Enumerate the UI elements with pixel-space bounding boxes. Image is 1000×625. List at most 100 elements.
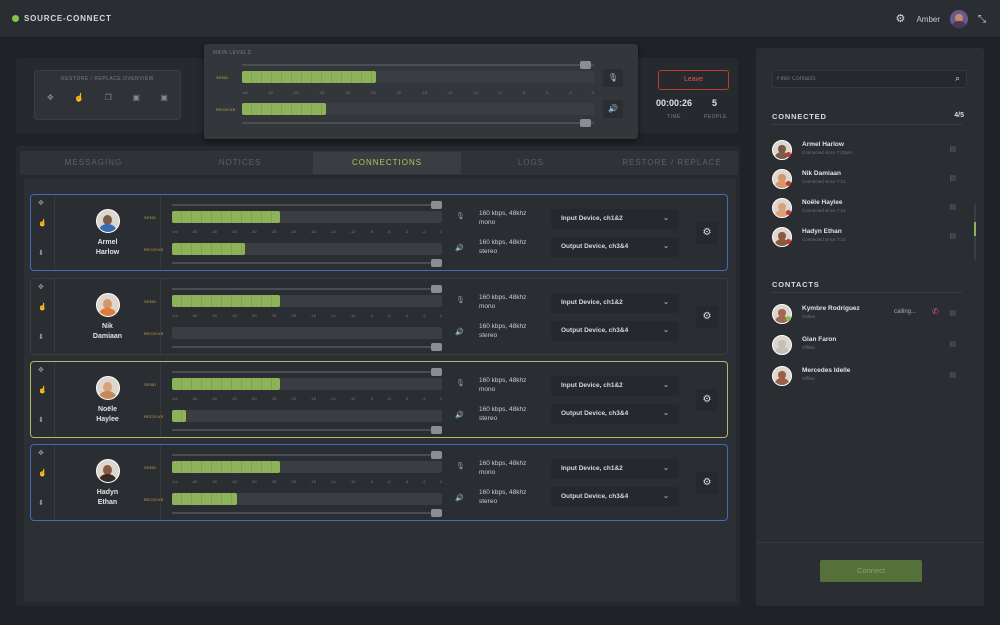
tick-label: -2 (422, 313, 426, 318)
speaker-icon[interactable]: 🔊 (455, 329, 464, 336)
restore-hand-icon[interactable]: ☝ (74, 93, 85, 102)
output-device-select[interactable]: Output Device, ch3&4 ⌄ (551, 404, 679, 424)
leave-button[interactable]: Leave (658, 70, 729, 90)
restore-upload-icon[interactable]: ▣ (132, 93, 140, 102)
chevron-down-icon[interactable]: ⌄ (663, 243, 669, 250)
chevron-down-icon[interactable]: ⌄ (663, 327, 669, 334)
document-icon[interactable]: ▤ (949, 204, 956, 211)
document-icon[interactable]: ▤ (949, 233, 956, 240)
speaker-icon[interactable]: 🔊 (455, 412, 464, 419)
document-icon[interactable]: ▤ (949, 341, 956, 348)
mic-icon[interactable]: 🎙 (603, 69, 623, 87)
tab-connections[interactable]: CONNECTIONS (313, 152, 461, 174)
sparkle-icon[interactable]: ✥ (38, 450, 44, 457)
download-icon[interactable]: ⬇ (38, 500, 44, 507)
contact[interactable]: Mercedes Idelle Offline ▤ (772, 364, 962, 388)
speaker-icon[interactable]: 🔊 (455, 495, 464, 502)
connected-contact[interactable]: Nik Damiaan Connected since 7:21 ▤ (772, 167, 962, 191)
sparkle-icon[interactable]: ✥ (38, 367, 44, 374)
receive-gain-slider[interactable] (172, 509, 442, 517)
receive-gain-slider[interactable] (242, 119, 594, 127)
avatar-body (775, 152, 789, 159)
receive-gain-slider[interactable] (172, 259, 442, 267)
connect-button[interactable]: Connect (820, 560, 922, 582)
row-settings-gear-icon[interactable]: ⚙ (696, 222, 718, 244)
chevron-down-icon[interactable]: ⌄ (663, 410, 669, 417)
slider-knob[interactable] (431, 426, 442, 434)
mic-icon[interactable]: 🎙 (456, 297, 465, 304)
document-icon[interactable]: ▤ (949, 372, 956, 379)
search-icon[interactable]: ⌕ (954, 73, 960, 83)
send-gain-slider[interactable] (172, 285, 442, 293)
download-icon[interactable]: ⬇ (38, 250, 44, 257)
mic-icon[interactable]: 🎙 (456, 380, 465, 387)
chevron-down-icon[interactable]: ⌄ (663, 299, 669, 306)
hand-icon[interactable]: ☝ (38, 220, 47, 227)
tick-label: -14 (329, 396, 336, 401)
send-gain-slider[interactable] (172, 451, 442, 459)
phone-icon[interactable]: ✆ (932, 307, 939, 316)
slider-knob[interactable] (431, 451, 442, 459)
restore-overview[interactable]: RESTORE / REPLACE OVERVIEW ✥ ☝ ❐ ▣ ▣ (34, 70, 181, 120)
chevron-down-icon[interactable]: ⌄ (663, 465, 669, 472)
document-icon[interactable]: ▤ (949, 175, 956, 182)
slider-knob[interactable] (431, 509, 442, 517)
hand-icon[interactable]: ☝ (38, 387, 47, 394)
slider-knob[interactable] (431, 343, 442, 351)
slider-knob[interactable] (431, 368, 442, 376)
restore-copy-icon[interactable]: ❐ (104, 93, 112, 102)
connected-contact[interactable]: Noële Haylee Connected since 7:21 ▤ (772, 196, 962, 220)
input-device-select[interactable]: Input Device, ch1&2 ⌄ (551, 293, 679, 313)
connected-contact[interactable]: Hadyn Ethan Connected since 7:21 ▤ (772, 225, 962, 249)
download-icon[interactable]: ⬇ (38, 334, 44, 341)
output-device-value: Output Device, ch3&4 (561, 327, 629, 334)
document-icon[interactable]: ▤ (949, 310, 956, 317)
hand-icon[interactable]: ☝ (38, 304, 47, 311)
send-gain-slider[interactable] (172, 368, 442, 376)
output-device-select[interactable]: Output Device, ch3&4 ⌄ (551, 321, 679, 341)
input-device-select[interactable]: Input Device, ch1&2 ⌄ (551, 209, 679, 229)
scrollbar-thumb[interactable] (974, 222, 976, 236)
restore-sparkle-icon[interactable]: ✥ (47, 93, 54, 102)
speaker-icon[interactable]: 🔊 (603, 100, 623, 118)
output-device-select[interactable]: Output Device, ch3&4 ⌄ (551, 487, 679, 507)
chevron-down-icon[interactable]: ⌄ (663, 493, 669, 500)
connected-contact[interactable]: Armel Harlow Connected since 7:20pm ▤ (772, 138, 962, 162)
restore-download-icon[interactable]: ▣ (160, 93, 168, 102)
tab-notices[interactable]: NOTICES (218, 158, 262, 167)
gear-icon[interactable]: ⚙ (895, 12, 906, 25)
sparkle-icon[interactable]: ✥ (38, 284, 44, 291)
download-icon[interactable]: ⬇ (38, 417, 44, 424)
input-device-select[interactable]: Input Device, ch1&2 ⌄ (551, 376, 679, 396)
row-settings-gear-icon[interactable]: ⚙ (696, 306, 718, 328)
speaker-icon[interactable]: 🔊 (455, 245, 464, 252)
chevron-down-icon[interactable]: ⌄ (663, 215, 669, 222)
row-settings-gear-icon[interactable]: ⚙ (696, 472, 718, 494)
row-settings-gear-icon[interactable]: ⚙ (696, 389, 718, 411)
tab-logs[interactable]: LOGS (517, 158, 545, 167)
receive-gain-slider[interactable] (172, 426, 442, 434)
filter-input[interactable] (777, 73, 947, 85)
sparkle-icon[interactable]: ✥ (38, 200, 44, 207)
hand-icon[interactable]: ☝ (38, 470, 47, 477)
slider-knob[interactable] (431, 259, 442, 267)
chevron-down-icon[interactable]: ⌄ (663, 382, 669, 389)
filter-box[interactable]: ⌕ (772, 70, 967, 88)
tab-restore-replace[interactable]: RESTORE / REPLACE (622, 158, 722, 167)
contact[interactable]: Kymbre Rodriguez Online calling... ✆ ▤ (772, 302, 962, 326)
document-icon[interactable]: ▤ (949, 146, 956, 153)
user-avatar[interactable] (950, 10, 968, 28)
mic-icon[interactable]: 🎙 (456, 213, 465, 220)
send-gain-slider[interactable] (242, 61, 594, 69)
tab-messaging[interactable]: MESSAGING (64, 158, 123, 167)
input-device-select[interactable]: Input Device, ch1&2 ⌄ (551, 459, 679, 479)
slider-knob[interactable] (431, 201, 442, 209)
output-device-select[interactable]: Output Device, ch3&4 ⌄ (551, 237, 679, 257)
send-gain-slider[interactable] (172, 201, 442, 209)
slider-knob[interactable] (431, 285, 442, 293)
collapse-icon[interactable]: ⤡ (978, 13, 986, 25)
avatar-body (775, 210, 789, 217)
contact[interactable]: Gian Faron Offline ▤ (772, 333, 962, 357)
receive-gain-slider[interactable] (172, 343, 442, 351)
mic-icon[interactable]: 🎙 (456, 463, 465, 470)
